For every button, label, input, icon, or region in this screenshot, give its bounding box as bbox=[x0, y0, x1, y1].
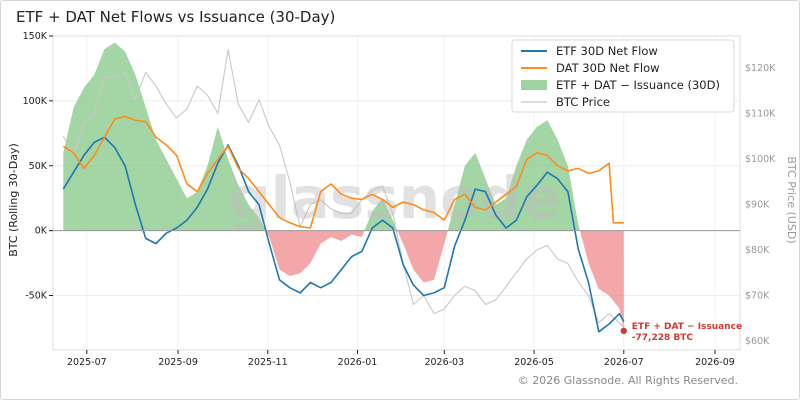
y-tick-label: 50K bbox=[29, 161, 48, 172]
net-flow-area-negative bbox=[265, 230, 624, 331]
dat-flow-line bbox=[62, 115, 624, 229]
legend-entry: BTC Price bbox=[556, 95, 610, 109]
legend-entry: ETF 30D Net Flow bbox=[556, 44, 658, 58]
legend-box bbox=[511, 39, 735, 113]
annotation-layer: ETF + DAT − Issuance-77,228 BTC bbox=[620, 322, 742, 343]
y2-axis-label: BTC Price (USD) bbox=[785, 156, 798, 243]
x-tick-label: 2026-01 bbox=[338, 357, 378, 368]
x-tick-label: 2026-03 bbox=[424, 357, 464, 368]
annotation-label: -77,228 BTC bbox=[632, 333, 694, 343]
x-tick-label: 2025-11 bbox=[248, 357, 288, 368]
y2-tick-label: $90K bbox=[745, 199, 770, 210]
x-tick-label: 2025-09 bbox=[158, 357, 198, 368]
annotation-label: ETF + DAT − Issuance bbox=[632, 322, 742, 332]
legend: ETF 30D Net Flow DAT 30D Net Flow ETF + DA… bbox=[511, 39, 735, 113]
watermark-text: glassnode bbox=[229, 164, 561, 232]
y-tick-label: 100K bbox=[23, 96, 48, 107]
net-flow-area-positive bbox=[63, 42, 624, 231]
y2-tick-label: $120K bbox=[745, 63, 776, 74]
y2-tick-label: $80K bbox=[745, 245, 770, 256]
y-axis-label: BTC (Rolling 30-Day) bbox=[7, 143, 20, 257]
x-tick-label: 2026-07 bbox=[604, 357, 644, 368]
x-tick-label: 2026-09 bbox=[695, 357, 735, 368]
watermark-layer: glassnode bbox=[229, 164, 561, 232]
y2-tick-label: $60K bbox=[745, 336, 770, 347]
annotation-marker bbox=[620, 327, 627, 335]
y2-tick-label: $100K bbox=[745, 154, 776, 165]
legend-entry: ETF + DAT − Issuance (30D) bbox=[556, 78, 720, 92]
legend-entry: DAT 30D Net Flow bbox=[556, 61, 660, 75]
area-layer bbox=[62, 42, 625, 331]
legend-swatch-area bbox=[521, 80, 547, 90]
x-tick-label: 2025-07 bbox=[67, 357, 107, 368]
y2-tick-label: $110K bbox=[745, 108, 776, 119]
btc-price-line bbox=[62, 49, 625, 328]
y-tick-label: 150K bbox=[23, 31, 48, 42]
x-tick-label: 2026-05 bbox=[514, 357, 554, 368]
y-tick-label: -50K bbox=[25, 291, 48, 302]
etf-flow-line bbox=[62, 136, 625, 333]
axis-layer: 150K 100K 50K 0K -50K $120K $110K $100K $90K $80K… bbox=[23, 31, 777, 368]
y-tick-label: 0K bbox=[35, 226, 48, 237]
chart-title: ETF + DAT Net Flows vs Issuance (30-Day) bbox=[16, 8, 335, 26]
copyright-text: © 2026 Glassnode. All Rights Reserved. bbox=[518, 374, 738, 387]
line-layer bbox=[62, 115, 625, 333]
y2-tick-label: $70K bbox=[745, 290, 770, 301]
plot-border bbox=[52, 35, 741, 351]
